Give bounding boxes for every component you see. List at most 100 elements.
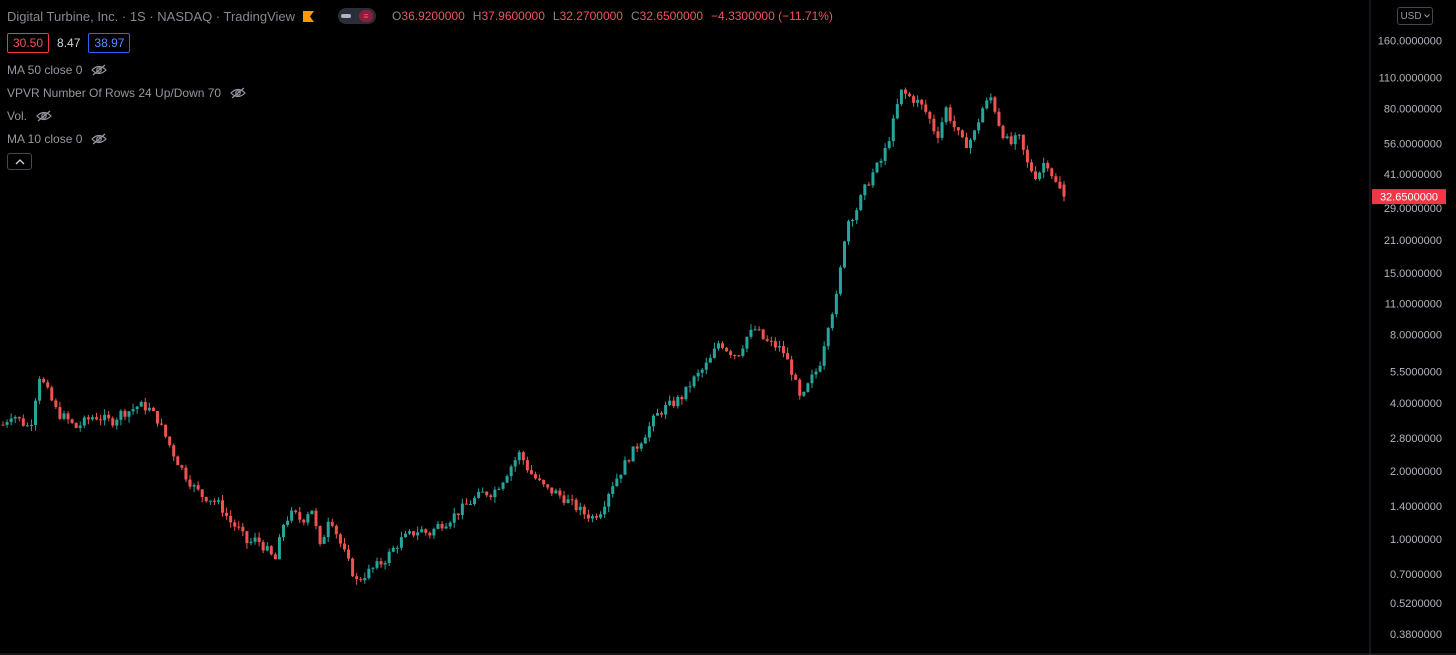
candle [814, 368, 818, 379]
candle-body [887, 141, 891, 148]
price-axis[interactable]: 160.0000000 110.0000000 80.0000000 56.00000… [1378, 36, 1442, 642]
price-tick-label: 41.0000000 [1384, 169, 1442, 181]
candle-body [1013, 135, 1017, 145]
candle [436, 521, 440, 530]
candle-body [298, 512, 302, 520]
candle-body [383, 562, 387, 565]
candle-body [204, 496, 208, 502]
candle [269, 545, 273, 556]
candle-body [863, 184, 867, 196]
hidden-eye-icon[interactable] [90, 133, 108, 145]
candle [721, 341, 725, 350]
candle-body [529, 470, 533, 475]
candle [416, 526, 420, 541]
candle-body [399, 537, 403, 548]
candle [867, 182, 871, 187]
candle [765, 335, 769, 342]
candle [830, 312, 834, 331]
candle [208, 500, 212, 505]
candle [542, 479, 546, 487]
candle [38, 376, 42, 404]
candle-body [525, 460, 529, 471]
candle-body [408, 531, 412, 534]
candle-body [1, 424, 5, 426]
candlestick-series [1, 87, 1066, 585]
candle-body [696, 372, 700, 377]
hidden-eye-icon[interactable] [90, 64, 108, 76]
candle-body [830, 314, 834, 329]
candle [887, 136, 891, 150]
indicator-ma50[interactable]: MA 50 close 0 [7, 63, 108, 77]
candle-body [481, 491, 485, 493]
candle-body [468, 504, 472, 506]
candle-body [208, 500, 212, 502]
candle [643, 434, 647, 444]
candle [1038, 171, 1042, 181]
symbol-title[interactable]: Digital Turbine, Inc. · 1S · NASDAQ · Tr… [7, 8, 296, 24]
toggle-left-icon [341, 14, 352, 18]
candle-body [716, 343, 720, 349]
candle [460, 498, 464, 520]
candle-body [54, 400, 58, 408]
candle [111, 416, 115, 428]
currency-selector[interactable]: USD [1397, 7, 1433, 25]
price-tick-label: 15.0000000 [1384, 268, 1442, 280]
candle-body [310, 510, 314, 515]
candle [78, 421, 82, 432]
indicator-ma10[interactable]: MA 10 close 0 [7, 132, 108, 146]
collapse-legend-button[interactable] [7, 153, 32, 170]
candle-body [981, 108, 985, 123]
current-price-marker: 32.6500000 [1372, 189, 1446, 205]
candle [883, 143, 887, 165]
candle-body [452, 513, 456, 523]
candle [708, 354, 712, 363]
candle [960, 129, 964, 139]
candle [981, 106, 985, 123]
indicator-vpvr[interactable]: VPVR Number Of Rows 24 Up/Down 70 [7, 86, 247, 100]
candle-body [753, 329, 757, 331]
candle [164, 424, 168, 439]
candle [403, 530, 407, 538]
candle [899, 89, 903, 107]
candle-body [155, 411, 159, 424]
candle [135, 405, 139, 414]
flag-icon[interactable] [303, 10, 315, 22]
candle-body [90, 417, 94, 420]
candle [338, 532, 342, 548]
ask-price-button[interactable]: 38.97 [88, 33, 131, 53]
candle-body [127, 411, 131, 417]
market-status-toggle[interactable]: ≡ [338, 8, 377, 24]
price-tick-label: 110.0000000 [1379, 72, 1442, 84]
candle-body [855, 210, 859, 221]
candle [17, 416, 21, 422]
candle-body [412, 531, 416, 536]
candle-body [273, 554, 277, 560]
candle-body [359, 579, 363, 581]
candle [379, 557, 383, 568]
candle-body [489, 495, 493, 498]
hidden-eye-icon[interactable] [229, 87, 247, 99]
candle-body [29, 424, 33, 426]
candle [611, 481, 615, 498]
indicator-volume[interactable]: Vol. [7, 109, 53, 123]
candle [712, 342, 716, 359]
candle-body [306, 514, 310, 523]
candle-body [505, 476, 509, 483]
hidden-eye-icon[interactable] [35, 110, 53, 122]
candle-body [794, 374, 798, 380]
candle [412, 530, 416, 538]
candle [704, 357, 708, 375]
bid-price-button[interactable]: 30.50 [7, 33, 50, 53]
candle-body [1029, 162, 1033, 172]
candle [952, 115, 956, 132]
candle [277, 534, 281, 560]
candle [534, 471, 538, 480]
candle-body [464, 503, 468, 505]
candle [623, 456, 627, 475]
candle [464, 498, 468, 505]
candle [265, 542, 269, 552]
candle [769, 336, 773, 347]
candle-body [871, 172, 875, 186]
candle-body [1021, 134, 1025, 150]
